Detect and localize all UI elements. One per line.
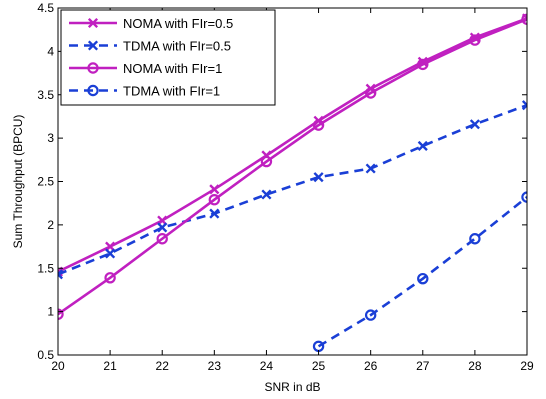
y-tick-label: 3 (47, 131, 54, 145)
series-group (58, 13, 527, 353)
data-point-s3-10 (521, 13, 527, 25)
x-tick-label: 21 (103, 359, 117, 373)
data-point-s3-2 (104, 272, 116, 284)
plot-layer (58, 13, 527, 353)
x-axis-label: SNR in dB (264, 380, 320, 394)
data-point-s2-6 (313, 172, 324, 183)
data-point-s3-6 (312, 119, 325, 131)
data-point-s2-10 (521, 100, 527, 111)
data-point-s2-3 (157, 222, 168, 233)
legend-entry-1: NOMA with FIr=0.5 (123, 16, 233, 31)
data-point-s3-3 (156, 233, 168, 245)
y-tick-label: 4 (47, 44, 54, 58)
y-tick-label: 0.5 (37, 348, 54, 362)
y-tick-label: 1.5 (37, 261, 54, 275)
x-tick-label: 26 (364, 359, 378, 373)
series-line-3 (58, 18, 527, 316)
data-point-s2-9 (469, 119, 480, 130)
data-point-s2-1 (58, 269, 64, 280)
x-tick-label: 24 (260, 359, 274, 373)
y-tick-label: 2.5 (37, 175, 54, 189)
data-point-s3-9 (469, 34, 481, 46)
data-point-s4-5 (521, 191, 527, 203)
data-point-s2-8 (417, 140, 428, 151)
data-point-s4-4 (469, 233, 481, 245)
x-tick-label: 29 (520, 359, 534, 373)
data-point-s2-7 (365, 163, 376, 174)
y-axis-label: Sum Throughput (BPCU) (11, 115, 25, 249)
data-point-s1-4 (209, 184, 220, 195)
data-point-s2-5 (261, 189, 272, 200)
y-tick-label: 2 (47, 218, 54, 232)
axis-layer: 20 21 22 23 24 25 26 27 28 29 0.5 1 1.5 2 2.5 3 3.5 4 4.5 (37, 1, 534, 373)
legend: NOMA with FIr=0.5 TDMA with FIr=0.5 NOMA w… (60, 9, 276, 106)
x-tick-label: 20 (51, 359, 65, 373)
legend-entry-3: NOMA with FIr=1 (123, 61, 222, 76)
y-tick-label: 3.5 (37, 88, 54, 102)
data-point-s2-2 (105, 248, 116, 259)
legend-marker-4 (87, 84, 99, 97)
data-point-s3-8 (417, 58, 429, 71)
data-point-s4-1 (312, 340, 325, 353)
legend-marker-3 (87, 62, 99, 74)
data-point-s3-4 (208, 194, 221, 206)
legend-entry-4: TDMA with FIr=1 (123, 84, 220, 99)
data-point-s4-3 (417, 272, 429, 285)
series-line-1 (58, 17, 527, 273)
series-line-2 (58, 103, 527, 276)
data-point-s3-7 (364, 87, 377, 99)
x-tick-label: 25 (312, 359, 326, 373)
x-tick-label: 22 (156, 359, 170, 373)
legend-marker-1 (87, 17, 99, 29)
y-tick-label: 4.5 (37, 1, 54, 15)
x-tick-label: 27 (416, 359, 430, 373)
x-tick-label: 28 (468, 359, 482, 373)
series-line-4 (317, 196, 527, 348)
x-tick-label: 23 (208, 359, 222, 373)
data-point-s3-5 (260, 155, 273, 168)
data-point-s4-2 (364, 309, 377, 321)
y-tick-label: 1 (47, 305, 54, 319)
legend-marker-2 (87, 40, 99, 51)
data-point-s2-4 (209, 208, 220, 219)
legend-entry-2: TDMA with FIr=0.5 (123, 39, 231, 54)
